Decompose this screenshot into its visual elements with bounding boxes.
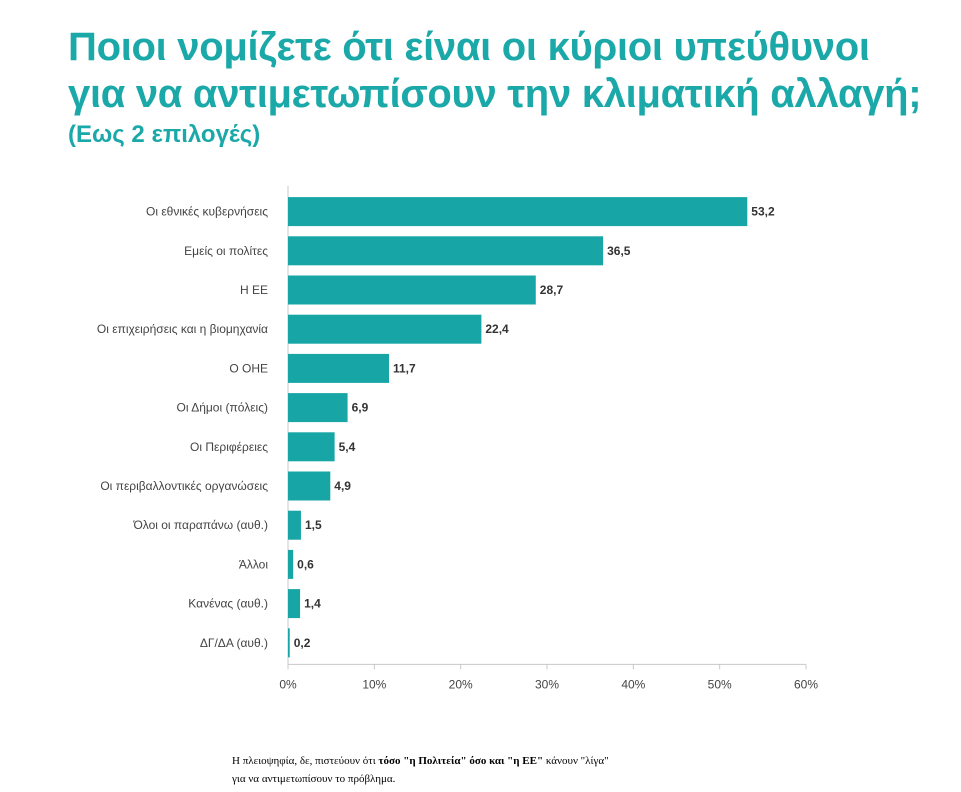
bar (288, 471, 331, 501)
data-label: 1,4 (304, 597, 321, 611)
data-label: 36,5 (607, 244, 631, 258)
category-label: Οι Δήμοι (πόλεις) (177, 401, 268, 415)
data-label: 5,4 (339, 440, 356, 454)
category-label: Οι επιχειρήσεις και η βιομηχανία (97, 322, 268, 336)
x-tick-label: 20% (449, 677, 473, 691)
bar (288, 275, 536, 305)
bar (288, 628, 290, 658)
bar (288, 197, 748, 227)
caption-text-1: Η πλειοψηφία, δε, πιστεύουν ότι (232, 755, 379, 767)
x-tick-label: 40% (621, 677, 645, 691)
bar (288, 314, 482, 344)
category-label: ΔΓ/ΔΑ (αυθ.) (200, 636, 268, 650)
data-label: 4,9 (334, 479, 351, 493)
data-label: 0,2 (294, 636, 311, 650)
chart-title-line-1: Ποιοι νομίζετε ότι είναι οι κύριοι υπεύθ… (68, 25, 870, 69)
bar (288, 589, 301, 619)
caption: Η πλειοψηφία, δε, πιστεύουν ότι τόσο "η … (232, 752, 752, 788)
chart-title: Ποιοι νομίζετε ότι είναι οι κύριοι υπεύθ… (68, 24, 948, 118)
x-tick-label: 10% (362, 677, 386, 691)
chart-subtitle: (Εως 2 επιλογές) (68, 121, 261, 148)
bar (288, 549, 294, 579)
category-label: Όλοι οι παραπάνω (αυθ.) (132, 518, 268, 532)
chart-title-line-2: για να αντιμετωπίσουν την κλιματική αλλα… (68, 72, 922, 116)
data-label: 6,9 (352, 401, 369, 415)
category-label: Άλλοι (239, 557, 269, 571)
bar (288, 353, 390, 383)
x-tick-label: 60% (794, 677, 818, 691)
bar (288, 432, 335, 462)
bar (288, 393, 348, 423)
x-tick-label: 0% (279, 677, 297, 691)
category-label: Οι Περιφέρειες (190, 440, 268, 454)
category-label: Οι περιβαλλοντικές οργανώσεις (100, 479, 268, 493)
x-tick-label: 30% (535, 677, 559, 691)
category-label: Εμείς οι πολίτες (184, 244, 268, 258)
caption-text-2: κάνουν "λίγα" (543, 755, 609, 767)
x-tick-label: 50% (708, 677, 732, 691)
category-label: Η ΕΕ (240, 283, 268, 297)
caption-bold: τόσο "η Πολιτεία" όσο και "η ΕΕ" (378, 755, 544, 767)
category-label: Κανένας (αυθ.) (188, 597, 268, 611)
data-label: 11,7 (393, 361, 416, 375)
data-label: 22,4 (485, 322, 509, 336)
bar (288, 236, 604, 266)
data-label: 53,2 (751, 205, 775, 219)
data-label: 1,5 (305, 518, 322, 532)
data-label: 28,7 (540, 283, 564, 297)
caption-line-2: για να αντιμετωπίσουν το πρόβλημα. (232, 773, 396, 785)
category-label: Ο ΟΗΕ (229, 361, 268, 375)
bar (288, 510, 301, 540)
data-label: 0,6 (297, 557, 314, 571)
category-label: Οι εθνικές κυβερνήσεις (146, 205, 268, 219)
